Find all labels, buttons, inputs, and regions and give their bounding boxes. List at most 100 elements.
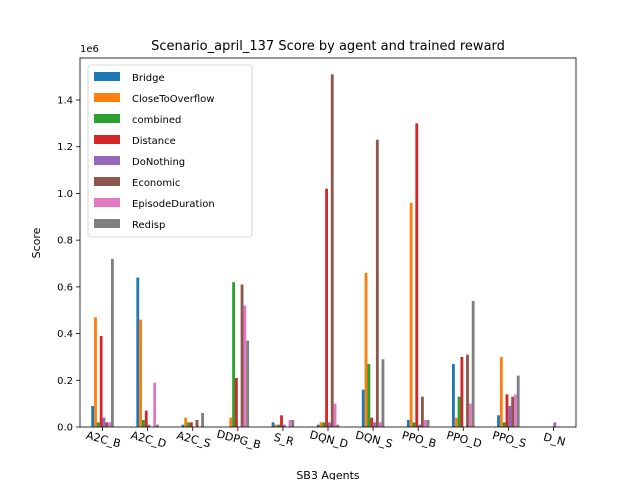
bar-combined-DQN_D <box>322 422 325 427</box>
bar-DoNothing-DQN_D <box>328 422 331 427</box>
bar-EpisodeDuration-DDPG_B <box>243 306 246 427</box>
legend-label: CloseToOverflow <box>132 94 214 105</box>
bar-Redisp-A2C_S <box>201 413 204 427</box>
x-tick-label: DQN_S <box>354 428 394 450</box>
bar-Bridge-PPO_S <box>497 415 500 427</box>
bar-Economic-DQN_S <box>376 140 379 427</box>
bar-Economic-PPO_B <box>421 397 424 427</box>
bar-CloseToOverflow-DDPG_B <box>229 418 232 427</box>
legend-label: Economic <box>132 178 180 189</box>
y-multiplier-label: 1e6 <box>80 44 99 55</box>
bar-combined-DDPG_B <box>232 282 235 427</box>
legend-label: DoNothing <box>132 157 185 168</box>
legend-swatch <box>94 177 120 186</box>
bar-Distance-PPO_S <box>506 394 509 427</box>
bar-Distance-DQN_S <box>370 418 373 427</box>
bar-combined-PPO_S <box>503 422 506 427</box>
bar-Redisp-PPO_B <box>427 420 430 427</box>
bar-Economic-A2C_B <box>105 422 108 427</box>
x-axis-ticks: A2C_B A2C_D A2C_S DDPG_B S_R DQN_D DQN_S PPO_B P… <box>85 427 567 452</box>
bar-combined-PPO_B <box>413 422 416 427</box>
bar-DoNothing-DQN_S <box>373 422 376 427</box>
bar-Bridge-PPO_B <box>407 420 410 427</box>
bar-Distance-A2C_B <box>100 336 103 427</box>
bar-Economic-PPO_S <box>511 397 514 427</box>
legend: Bridge CloseToOverflow combined Distance DoN… <box>88 65 252 237</box>
legend-label: combined <box>132 115 181 126</box>
bar-Bridge-PPO_D <box>452 364 455 427</box>
bar-Distance-S_R <box>280 415 283 427</box>
bar-CloseToOverflow-PPO_B <box>410 203 413 427</box>
bar-Bridge-DQN_S <box>362 390 365 427</box>
bar-Bridge-S_R <box>272 422 275 427</box>
x-tick-label: S_R <box>272 431 295 449</box>
bar-Economic-DDPG_B <box>241 285 244 427</box>
bar-combined-PPO_D <box>458 397 461 427</box>
bar-combined-A2C_D <box>142 420 145 427</box>
bar-combined-DQN_S <box>367 364 370 427</box>
bar-combined-A2C_B <box>97 422 100 427</box>
y-tick-label: 1.0 <box>57 189 73 200</box>
bar-DoNothing-D_N <box>553 422 556 427</box>
bar-Economic-A2C_S <box>196 420 199 427</box>
x-tick-label: DQN_D <box>308 428 349 451</box>
bar-EpisodeDuration-DQN_S <box>379 422 382 427</box>
bar-combined-A2C_S <box>187 422 190 427</box>
bar-CloseToOverflow-A2C_D <box>139 320 142 427</box>
bar-Economic-DQN_D <box>331 74 334 427</box>
y-tick-label: 0.6 <box>57 282 73 293</box>
bar-Redisp-A2C_B <box>111 259 114 427</box>
x-tick-label: DDPG_B <box>215 427 262 451</box>
x-tick-label: PPO_S <box>491 429 528 450</box>
bar-Redisp-PPO_S <box>517 376 520 427</box>
bar-CloseToOverflow-A2C_B <box>94 317 97 427</box>
bar-Redisp-DQN_S <box>382 359 385 427</box>
bar-EpisodeDuration-PPO_S <box>514 394 517 427</box>
bar-CloseToOverflow-A2C_S <box>184 418 187 427</box>
bar-EpisodeDuration-A2C_B <box>108 422 111 427</box>
bar-EpisodeDuration-DQN_D <box>334 404 337 427</box>
legend-swatch <box>94 198 120 207</box>
legend-swatch <box>94 156 120 165</box>
bar-Redisp-PPO_D <box>472 301 475 427</box>
y-tick-label: 0.2 <box>57 376 73 387</box>
bar-Redisp-DDPG_B <box>246 341 249 427</box>
legend-swatch <box>94 135 120 144</box>
y-tick-label: 1.2 <box>57 142 73 153</box>
y-axis-ticks: 0.0 0.2 0.4 0.6 0.8 1.0 1.2 1.4 <box>57 96 80 434</box>
bar-Distance-DDPG_B <box>235 378 238 427</box>
bar-DoNothing-A2C_B <box>103 418 106 427</box>
bar-EpisodeDuration-A2C_D <box>153 383 156 427</box>
bar-Distance-DQN_D <box>325 189 328 427</box>
bar-EpisodeDuration-PPO_B <box>424 420 427 427</box>
legend-swatch <box>94 114 120 123</box>
chart-title: Scenario_april_137 Score by agent and tr… <box>151 39 505 54</box>
bar-Economic-PPO_D <box>466 355 469 427</box>
y-tick-label: 1.4 <box>57 96 73 107</box>
bar-CloseToOverflow-DQN_D <box>320 422 323 427</box>
legend-label: Distance <box>132 136 176 147</box>
bar-Distance-A2C_D <box>145 411 148 427</box>
bar-CloseToOverflow-DQN_S <box>365 273 368 427</box>
legend-box <box>88 65 252 237</box>
x-axis-label: SB3 Agents <box>296 469 360 480</box>
y-tick-label: 0.0 <box>57 423 73 434</box>
bar-Bridge-A2C_D <box>136 278 139 427</box>
x-tick-label: A2C_S <box>175 429 212 451</box>
y-tick-label: 0.8 <box>57 236 73 247</box>
bar-CloseToOverflow-PPO_S <box>500 357 503 427</box>
y-tick-label: 0.4 <box>57 329 73 340</box>
y-axis-label: Score <box>30 227 43 258</box>
legend-swatch <box>94 219 120 228</box>
bar-EpisodeDuration-PPO_D <box>469 404 472 427</box>
x-tick-label: A2C_B <box>85 429 122 451</box>
x-tick-label: PPO_D <box>445 429 483 451</box>
bar-Distance-PPO_D <box>460 357 463 427</box>
legend-label: Redisp <box>132 220 165 231</box>
bar-Distance-PPO_B <box>415 123 418 427</box>
bar-EpisodeDuration-S_R <box>289 420 292 427</box>
bar-DoNothing-PPO_S <box>508 406 511 427</box>
legend-swatch <box>94 72 120 81</box>
bar-Distance-A2C_S <box>190 422 193 427</box>
